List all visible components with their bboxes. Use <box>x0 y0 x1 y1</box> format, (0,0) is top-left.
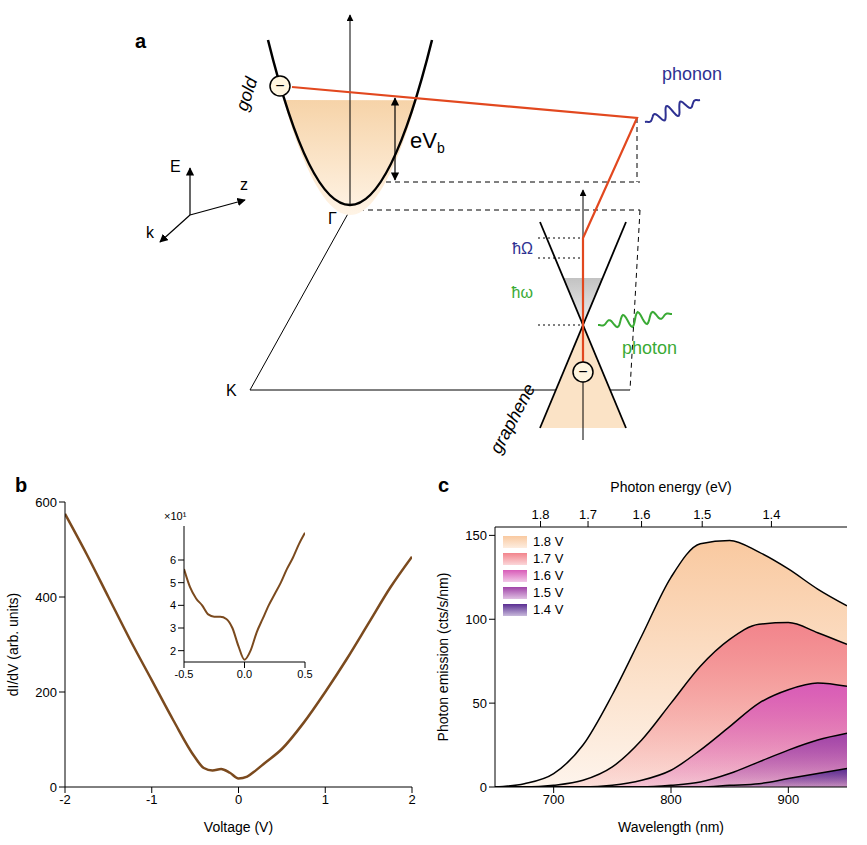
svg-text:1.7: 1.7 <box>579 507 597 522</box>
svg-text:150: 150 <box>465 528 487 543</box>
svg-text:Wavelength (nm): Wavelength (nm) <box>618 819 724 835</box>
svg-text:Photon emission (cts/s/nm): Photon emission (cts/s/nm) <box>435 573 451 742</box>
svg-text:Photon energy (eV): Photon energy (eV) <box>610 479 731 495</box>
svg-text:50: 50 <box>473 696 487 711</box>
html-text:c: c <box>438 474 450 496</box>
svg-text:400: 400 <box>35 590 57 605</box>
svg-text:-0.5: -0.5 <box>175 668 194 680</box>
svg-text:700: 700 <box>543 792 565 807</box>
svg-text:0: 0 <box>480 780 487 795</box>
svg-text:Γ: Γ <box>328 210 337 227</box>
svg-text:photon: photon <box>622 338 677 358</box>
svg-text:100: 100 <box>465 612 487 627</box>
svg-text:eVb: eVb <box>410 128 445 156</box>
svg-text:k: k <box>146 224 155 241</box>
html-text:1.5 V: 1.5 V <box>533 585 564 600</box>
svg-text:phonon: phonon <box>662 64 722 84</box>
svg-text:1: 1 <box>322 792 329 807</box>
svg-text:2: 2 <box>408 792 415 807</box>
svg-text:5: 5 <box>170 577 176 589</box>
svg-text:−: − <box>275 77 284 94</box>
svg-text:0.5: 0.5 <box>297 668 312 680</box>
svg-text:-1: -1 <box>146 792 158 807</box>
svg-text:1.8: 1.8 <box>531 507 549 522</box>
svg-text:1.4: 1.4 <box>762 507 780 522</box>
svg-text:1.6: 1.6 <box>633 507 651 522</box>
html-text:b: b <box>15 474 28 496</box>
svg-text:Voltage (V): Voltage (V) <box>204 819 273 835</box>
svg-text:ħω: ħω <box>512 284 533 301</box>
svg-text:0.0: 0.0 <box>237 668 252 680</box>
html-text:1.6 V: 1.6 V <box>533 568 564 583</box>
svg-text:E: E <box>170 158 181 175</box>
svg-text:1.5: 1.5 <box>693 507 711 522</box>
html-text:×10¹: ×10¹ <box>164 510 187 522</box>
svg-text:2: 2 <box>170 645 176 657</box>
svg-text:600: 600 <box>35 495 57 510</box>
svg-text:-2: -2 <box>59 792 71 807</box>
svg-text:ħΩ: ħΩ <box>512 240 533 257</box>
svg-text:z: z <box>240 176 248 193</box>
svg-text:0: 0 <box>235 792 242 807</box>
html-text:1.8 V: 1.8 V <box>533 534 564 549</box>
svg-text:900: 900 <box>777 792 799 807</box>
svg-text:dI/dV (arb. units): dI/dV (arb. units) <box>5 593 21 697</box>
svg-text:0: 0 <box>50 780 57 795</box>
svg-text:graphene: graphene <box>486 380 539 457</box>
svg-text:3: 3 <box>170 622 176 634</box>
svg-text:6: 6 <box>170 554 176 566</box>
svg-text:4: 4 <box>170 599 176 611</box>
svg-text:gold: gold <box>232 74 262 113</box>
svg-text:200: 200 <box>35 685 57 700</box>
svg-text:800: 800 <box>660 792 682 807</box>
html-text:1.4 V: 1.4 V <box>533 602 564 617</box>
svg-text:−: − <box>578 363 587 380</box>
svg-text:K: K <box>226 382 237 399</box>
html-text:1.7 V: 1.7 V <box>533 551 564 566</box>
svg-text:a: a <box>135 30 147 52</box>
